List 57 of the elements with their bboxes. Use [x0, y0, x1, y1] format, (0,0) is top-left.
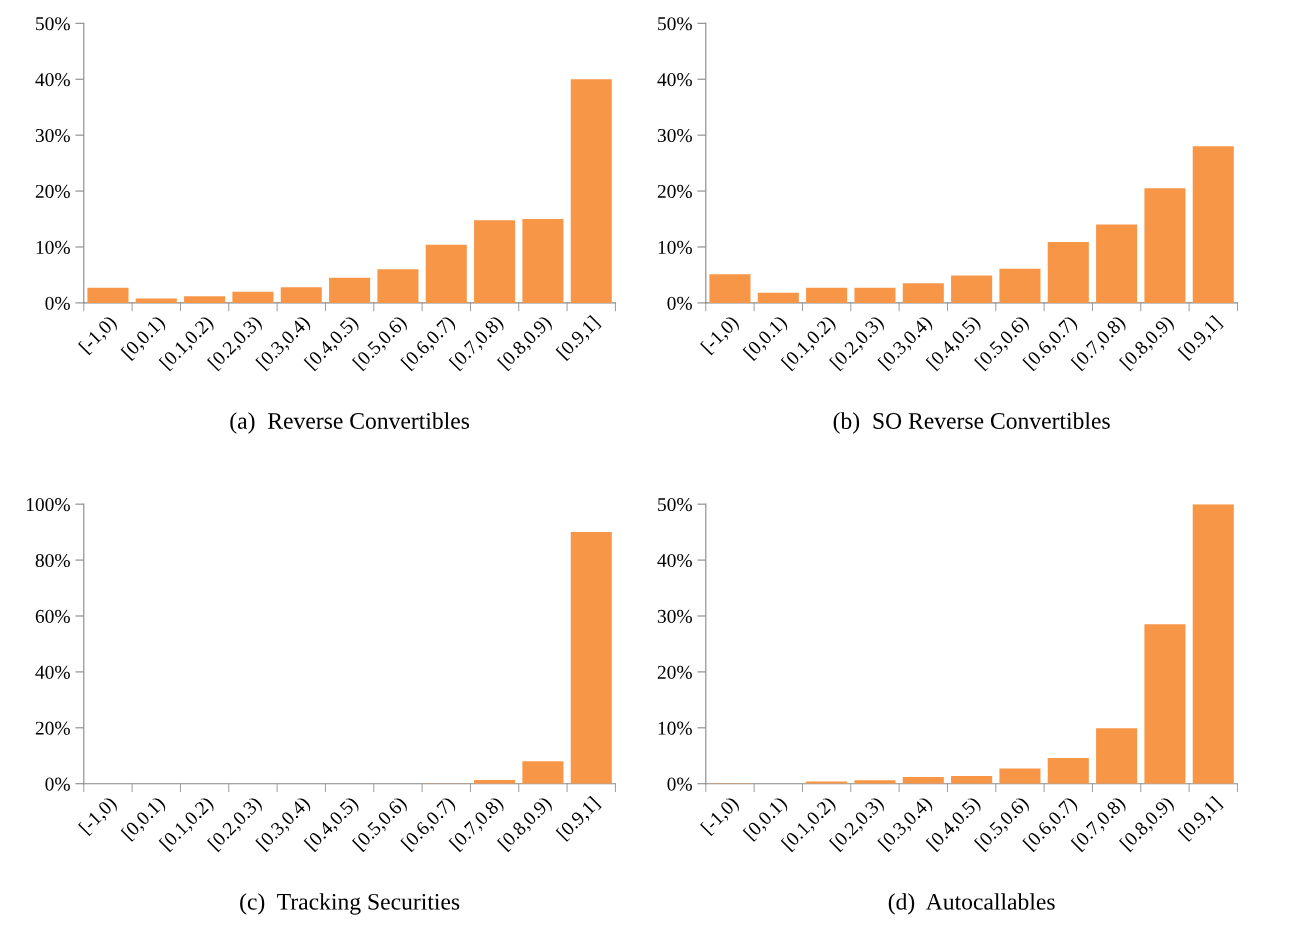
y-tick-label: 60%	[35, 609, 70, 623]
y-tick-label: 30%	[35, 128, 70, 143]
bar	[87, 287, 129, 303]
y-tick-label: 0%	[45, 296, 70, 310]
y-tick-label: 30%	[657, 128, 692, 143]
y-tick-label: 100%	[26, 497, 70, 512]
bar	[1047, 758, 1089, 784]
y-tick-label: 20%	[657, 184, 692, 199]
bar	[757, 292, 799, 303]
bar	[999, 268, 1041, 303]
bar	[570, 532, 612, 784]
bar	[570, 79, 612, 303]
y-tick-label: 0%	[667, 777, 692, 791]
bar	[474, 220, 516, 303]
y-tick-label: 50%	[658, 497, 692, 512]
y-tick-label: 20%	[657, 665, 692, 679]
y-tick-label: 40%	[35, 73, 70, 87]
bar	[280, 287, 322, 303]
bar	[135, 298, 177, 303]
bar	[1144, 624, 1186, 784]
bar	[902, 283, 944, 303]
x-axis-title: (d) Autocallables	[888, 893, 1055, 915]
y-tick-label: 40%	[35, 665, 70, 679]
y-tick-label: 10%	[36, 240, 70, 254]
y-tick-label: 30%	[657, 609, 692, 623]
y-tick-label: 50%	[658, 17, 692, 31]
bar	[1192, 504, 1234, 784]
y-tick-label: 20%	[35, 184, 70, 199]
bar	[329, 277, 371, 303]
y-tick-label: 0%	[45, 777, 70, 791]
bar	[232, 291, 274, 303]
bar	[184, 296, 226, 303]
y-tick-label: 40%	[657, 553, 692, 568]
bar	[1144, 188, 1186, 303]
x-axis-title: (c) Tracking Securities	[240, 893, 460, 915]
bar	[806, 287, 848, 303]
bar	[1096, 224, 1138, 303]
bar	[377, 269, 419, 303]
bar	[1096, 728, 1138, 784]
bar	[854, 287, 896, 303]
bar	[425, 244, 467, 303]
bar	[1047, 241, 1089, 303]
y-tick-label: 50%	[36, 17, 70, 31]
bar	[522, 219, 564, 303]
y-tick-label: 0%	[667, 296, 692, 310]
y-tick-label: 40%	[657, 73, 692, 87]
y-tick-label: 20%	[35, 721, 70, 735]
bar	[522, 761, 564, 784]
y-tick-label: 10%	[658, 240, 692, 254]
bar	[1192, 146, 1234, 303]
x-axis-title: (b) SO Reverse Convertibles	[833, 412, 1110, 434]
y-tick-label: 10%	[658, 721, 692, 735]
bar	[709, 274, 751, 303]
x-axis-title: (a) Reverse Convertibles	[230, 412, 470, 434]
bar	[951, 275, 993, 303]
bar	[999, 768, 1041, 784]
y-tick-label: 80%	[35, 553, 70, 568]
